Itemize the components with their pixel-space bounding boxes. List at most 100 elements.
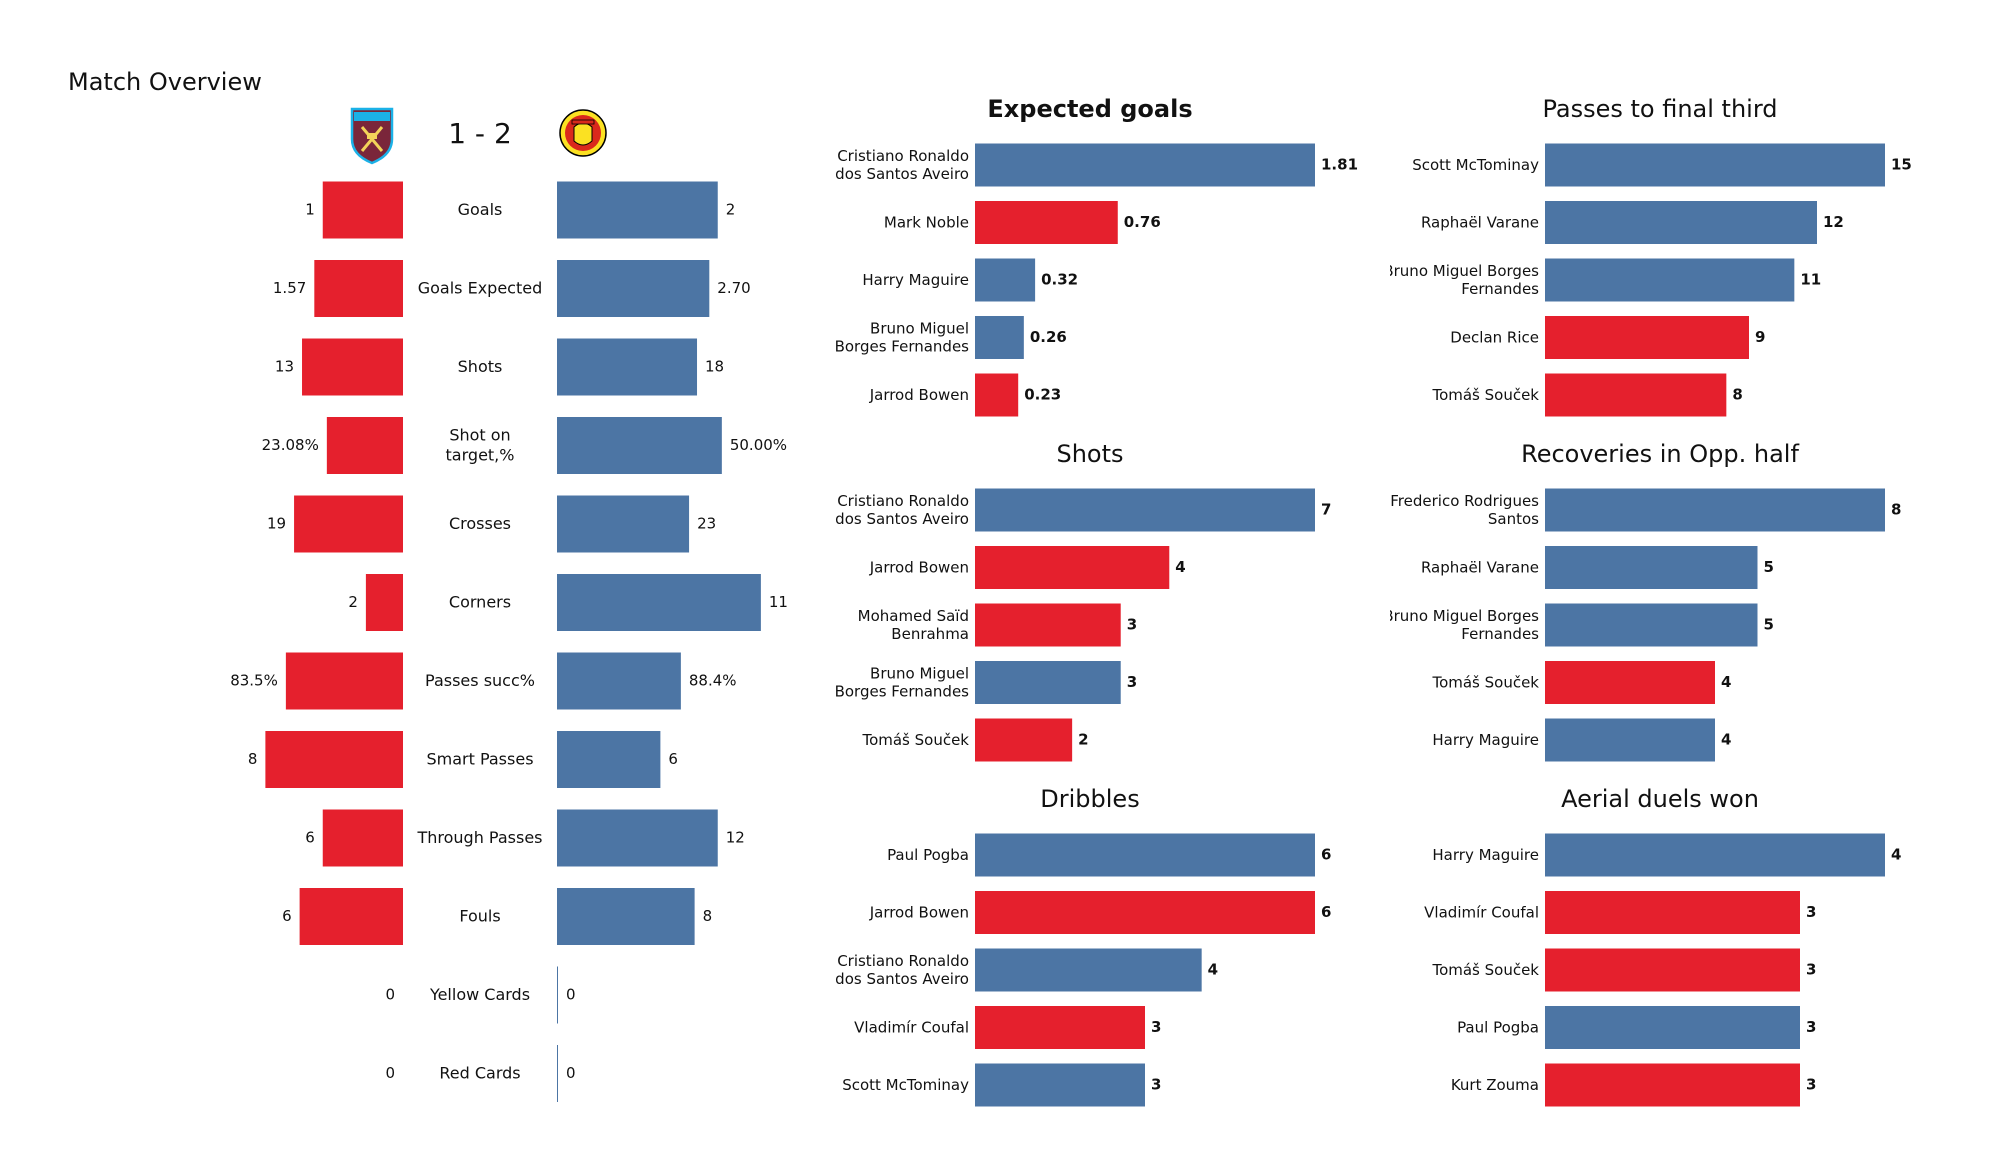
home-value-smart-passes: 8 [248, 750, 258, 768]
value-expected-goals-harry-maguire: 0.32 [1041, 271, 1078, 289]
category-label-shot-on-target: Shot on target,% [446, 425, 515, 464]
away-bar-crosses [557, 495, 690, 553]
expected-goals-chart: Expected goals Cristiano Ronaldo dos Sant… [820, 95, 1360, 435]
home-value-red-cards: 0 [385, 1064, 395, 1082]
player-label-passes-to-final-third-tom-sou-ek: Tomáš Souček [1431, 386, 1539, 404]
bar-recoveries-in-opp-half-rapha-l-varane [1545, 546, 1758, 589]
player-label-aerial-duels-won-tom-sou-ek: Tomáš Souček [1431, 961, 1539, 979]
away-value-smart-passes: 6 [668, 750, 678, 768]
away-value-goals: 2 [726, 201, 736, 219]
away-value-through-passes: 12 [726, 829, 745, 847]
away-bar-through-passes [557, 809, 718, 867]
category-label-corners: Corners [449, 592, 511, 611]
bar-recoveries-in-opp-half-bruno-miguel-borges-fernandes [1545, 603, 1758, 647]
value-recoveries-in-opp-half-bruno-miguel-borges-fernandes: 5 [1764, 616, 1774, 634]
bar-recoveries-in-opp-half-harry-maguire [1545, 718, 1715, 762]
home-value-passes-succ: 83.5% [230, 672, 278, 690]
value-recoveries-in-opp-half-rapha-l-varane: 5 [1764, 558, 1774, 576]
player-label-shots-mohamed-sa-d-benrahma: Mohamed Saïd Benrahma [858, 607, 969, 643]
player-label-expected-goals-harry-maguire: Harry Maguire [862, 271, 969, 289]
bar-expected-goals-bruno-miguel-borges-fernandes [975, 316, 1024, 359]
home-bar-passes-succ [285, 652, 403, 710]
player-label-expected-goals-mark-noble: Mark Noble [884, 213, 969, 231]
away-bar-smart-passes [557, 731, 661, 788]
player-label-expected-goals-bruno-miguel-borges-fernandes: Bruno Miguel Borges Fernandes [835, 319, 970, 355]
bar-expected-goals-harry-maguire [975, 258, 1036, 302]
player-label-passes-to-final-third-declan-rice: Declan Rice [1450, 328, 1539, 346]
category-label-fouls: Fouls [459, 906, 500, 925]
away-bar-yellow-cards [557, 966, 558, 1024]
bar-passes-to-final-third-rapha-l-varane [1545, 201, 1817, 244]
score: 1 - 2 [448, 117, 512, 150]
home-value-fouls: 6 [282, 907, 292, 925]
bar-shots-mohamed-sa-d-benrahma [975, 603, 1121, 647]
category-label-through-passes: Through Passes [416, 828, 542, 847]
away-value-goals-expected: 2.70 [717, 279, 750, 297]
category-label-goals-expected: Goals Expected [418, 278, 543, 297]
manchester-united-crest-icon [559, 109, 607, 157]
value-shots-tom-sou-ek: 2 [1078, 731, 1088, 749]
bar-dribbles-vladim-r-coufal [975, 1006, 1145, 1049]
home-value-goals: 1 [305, 201, 315, 219]
value-aerial-duels-won-tom-sou-ek: 3 [1806, 961, 1816, 979]
home-value-shot-on-target: 23.08% [262, 436, 319, 454]
bar-dribbles-scott-mctominay [975, 1063, 1145, 1107]
player-label-expected-goals-jarrod-bowen: Jarrod Bowen [869, 386, 969, 404]
value-aerial-duels-won-kurt-zouma: 3 [1806, 1076, 1816, 1094]
away-value-fouls: 8 [703, 907, 713, 925]
home-bar-smart-passes [265, 731, 403, 788]
player-label-aerial-duels-won-harry-maguire: Harry Maguire [1432, 846, 1539, 864]
player-label-recoveries-in-opp-half-tom-sou-ek: Tomáš Souček [1431, 673, 1539, 691]
bar-aerial-duels-won-harry-maguire [1545, 833, 1885, 877]
bar-passes-to-final-third-declan-rice [1545, 316, 1749, 359]
value-aerial-duels-won-harry-maguire: 4 [1891, 846, 1901, 864]
bar-passes-to-final-third-scott-mctominay [1545, 143, 1885, 187]
bar-expected-goals-mark-noble [975, 201, 1118, 244]
bar-recoveries-in-opp-half-frederico-rodrigues-santos [1545, 488, 1885, 532]
away-value-shot-on-target: 50.00% [730, 436, 787, 454]
home-value-goals-expected: 1.57 [273, 279, 306, 297]
bar-passes-to-final-third-tom-sou-ek [1545, 373, 1727, 417]
bar-dribbles-paul-pogba [975, 833, 1315, 877]
player-label-aerial-duels-won-kurt-zouma: Kurt Zouma [1451, 1076, 1539, 1094]
player-label-recoveries-in-opp-half-rapha-l-varane: Raphaël Varane [1421, 558, 1539, 576]
bar-shots-tom-sou-ek [975, 718, 1073, 762]
value-dribbles-paul-pogba: 6 [1321, 846, 1331, 864]
bar-passes-to-final-third-bruno-miguel-borges-fernandes [1545, 258, 1795, 302]
away-bar-passes-succ [557, 652, 681, 710]
bar-expected-goals-jarrod-bowen [975, 373, 1019, 417]
aerial-duels-won-title: Aerial duels won [1561, 785, 1759, 813]
value-aerial-duels-won-vladim-r-coufal: 3 [1806, 903, 1816, 921]
bar-aerial-duels-won-paul-pogba [1545, 1006, 1800, 1049]
bar-dribbles-jarrod-bowen [975, 891, 1315, 934]
page-title: Match Overview [68, 68, 262, 96]
player-label-shots-cristiano-ronaldo-dos-santos-aveiro: Cristiano Ronaldo dos Santos Aveiro [835, 492, 969, 528]
bar-aerial-duels-won-tom-sou-ek [1545, 948, 1800, 992]
away-bar-goals-expected [557, 260, 710, 317]
away-value-crosses: 23 [697, 515, 716, 533]
value-passes-to-final-third-scott-mctominay: 15 [1891, 156, 1912, 174]
value-shots-jarrod-bowen: 4 [1175, 558, 1185, 576]
value-passes-to-final-third-declan-rice: 9 [1755, 328, 1765, 346]
value-shots-mohamed-sa-d-benrahma: 3 [1127, 616, 1137, 634]
passes-to-final-third-title: Passes to final third [1542, 95, 1778, 123]
home-value-yellow-cards: 0 [385, 986, 395, 1004]
shots-title: Shots [1056, 440, 1124, 468]
home-bar-through-passes [322, 809, 403, 867]
player-label-recoveries-in-opp-half-frederico-rodrigues-santos: Frederico Rodrigues Santos [1390, 492, 1539, 528]
player-label-dribbles-jarrod-bowen: Jarrod Bowen [869, 903, 969, 921]
away-bar-corners [557, 574, 761, 631]
player-label-passes-to-final-third-scott-mctominay: Scott McTominay [1412, 156, 1539, 174]
bar-shots-bruno-miguel-borges-fernandes [975, 661, 1121, 704]
value-expected-goals-mark-noble: 0.76 [1124, 213, 1161, 231]
home-bar-crosses [294, 495, 403, 553]
value-passes-to-final-third-rapha-l-varane: 12 [1823, 213, 1844, 231]
home-value-corners: 2 [348, 593, 358, 611]
bar-shots-cristiano-ronaldo-dos-santos-aveiro [975, 488, 1315, 532]
value-aerial-duels-won-paul-pogba: 3 [1806, 1018, 1816, 1036]
away-bar-shot-on-target [557, 417, 722, 474]
home-value-shots: 13 [275, 358, 294, 376]
category-label-goals: Goals [458, 200, 503, 219]
category-label-yellow-cards: Yellow Cards [429, 985, 530, 1004]
away-value-passes-succ: 88.4% [689, 672, 737, 690]
